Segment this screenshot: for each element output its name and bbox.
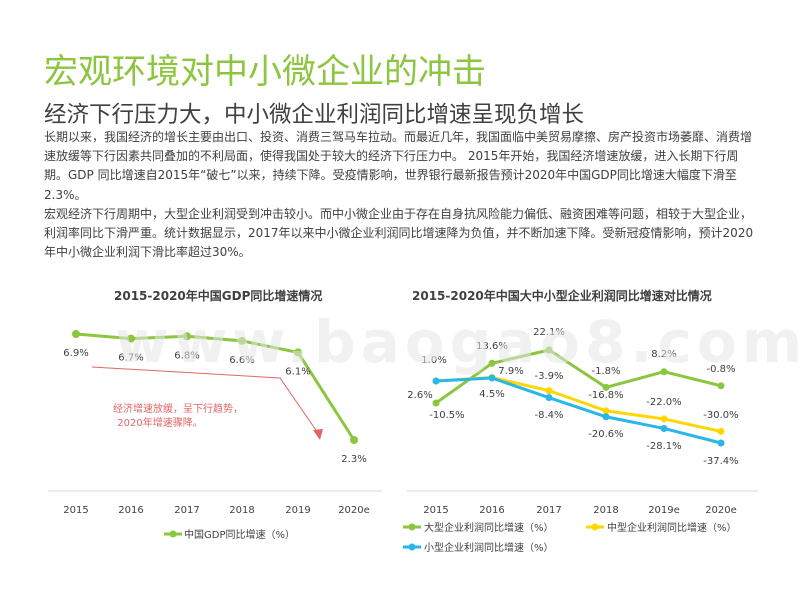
large-data-point	[488, 359, 496, 367]
page-title: 宏观环境对中小微企业的冲击	[44, 52, 486, 92]
large-data-label: 13.6%	[476, 341, 508, 352]
small-series-line	[435, 376, 722, 445]
paragraph-economy: 长期以来，我国经济的增长主要由出口、投资、消费三驾马车拉动。而最近几年，我国面临…	[44, 130, 753, 202]
annotation-arrow-head	[313, 429, 323, 440]
large-legend-swatch-marker	[408, 523, 416, 531]
large-data-label: -10.5%	[429, 410, 464, 421]
small-data-label: -37.4%	[703, 456, 738, 467]
medium-data-point	[545, 387, 553, 395]
gdp-x-tick-label: 2017	[174, 505, 199, 516]
gdp-legend-swatch-marker	[169, 530, 177, 538]
gdp-data-label: 2.3%	[341, 454, 366, 465]
gdp-data-label: 6.1%	[285, 366, 310, 377]
small-data-point	[545, 394, 553, 402]
small-data-label: -8.4%	[534, 410, 563, 421]
large-data-point	[432, 399, 440, 407]
gdp-data-label: 6.7%	[118, 353, 143, 364]
medium-data-label: -30.0%	[703, 410, 738, 421]
small-data-label: 4.5%	[479, 389, 504, 400]
paragraph-profit: 宏观经济下行周期中，大型企业利润受到冲击较小。而中小微企业由于存在自身抗风险能力…	[44, 206, 754, 260]
profit-x-tick-label: 2015	[423, 505, 448, 516]
medium-data-label: -3.9%	[534, 371, 563, 382]
medium-legend-swatch-marker	[591, 523, 599, 531]
gdp-x-tick-label: 2015	[63, 505, 88, 516]
gdp-data-label: 6.8%	[174, 350, 199, 361]
gdp-x-tick-label: 2018	[229, 505, 254, 516]
gdp-data-label: 6.9%	[63, 348, 88, 359]
profit-x-tick-label: 2016	[479, 505, 504, 516]
large-series-line	[435, 348, 722, 405]
small-data-label: -20.6%	[588, 429, 623, 440]
small-data-point	[660, 424, 668, 432]
small-data-label: -28.1%	[646, 441, 681, 452]
large-data-label: -0.8%	[706, 364, 735, 375]
profit-x-tick-label: 2017	[536, 505, 561, 516]
gdp-chart-title: 2015-2020年中国GDP同比增速情况	[114, 289, 323, 303]
profit-x-tick-label: 2018	[593, 505, 618, 516]
gdp-legend-label: 中国GDP同比增速（%）	[184, 528, 295, 541]
small-data-label: 2.6%	[407, 390, 432, 401]
large-data-point	[545, 346, 553, 354]
page-subtitle: 经济下行压力大，中小微企业利润同比增速呈现负增长	[44, 102, 585, 128]
gdp-data-point	[183, 332, 191, 341]
watermark: www.baogao8.com	[115, 308, 800, 376]
large-legend-label: 大型企业利润同比增速（%）	[424, 521, 554, 534]
large-data-label: -1.8%	[591, 366, 620, 377]
large-data-point	[660, 368, 668, 376]
medium-data-label: 7.9%	[498, 366, 523, 377]
large-data-point	[602, 383, 610, 391]
medium-data-point	[717, 427, 725, 435]
body-text: 长期以来，我国经济的增长主要由出口、投资、消费三驾马车拉动。而最近几年，我国面临…	[44, 128, 760, 262]
profit-x-tick-label: 2020e	[705, 505, 737, 516]
gdp-x-tick-label: 2019	[285, 505, 310, 516]
gdp-x-tick-label: 2016	[118, 505, 143, 516]
small-data-point	[432, 377, 440, 385]
small-data-point	[717, 439, 725, 447]
medium-data-label: 1.0%	[421, 355, 446, 366]
profit-chart-title: 2015-2020年中国大中小型企业利润同比增速对比情况	[412, 289, 712, 303]
small-legend-label: 小型企业利润同比增速（%）	[424, 541, 554, 554]
medium-data-label: -16.8%	[588, 390, 623, 401]
gdp-x-tick-label: 2020e	[338, 505, 370, 516]
gdp-data-point	[294, 348, 302, 357]
profit-x-tick-label: 2019e	[648, 505, 680, 516]
small-data-point	[602, 413, 610, 421]
medium-data-point	[660, 415, 668, 423]
large-data-label: 22.1%	[533, 327, 565, 338]
large-data-label: 8.2%	[651, 349, 676, 360]
large-data-point	[717, 382, 725, 390]
gdp-data-label: 6.6%	[229, 355, 254, 366]
gdp-data-point	[350, 436, 358, 444]
annotation-text-line2: 2020年增速骤降。	[117, 416, 202, 429]
gdp-series-line	[75, 332, 356, 441]
gdp-data-point	[127, 334, 135, 343]
gdp-data-point	[238, 336, 246, 345]
gdp-data-point	[72, 330, 80, 338]
small-legend-swatch-marker	[408, 543, 416, 551]
medium-data-point	[602, 407, 610, 415]
annotation-arrow-line	[91, 366, 321, 437]
annotation-text-line1: 经济增速放缓，呈下行趋势，	[113, 402, 243, 415]
small-data-point	[488, 374, 496, 382]
medium-legend-label: 中型企业利润同比增速（%）	[607, 521, 737, 534]
medium-data-label: -22.0%	[646, 397, 681, 408]
